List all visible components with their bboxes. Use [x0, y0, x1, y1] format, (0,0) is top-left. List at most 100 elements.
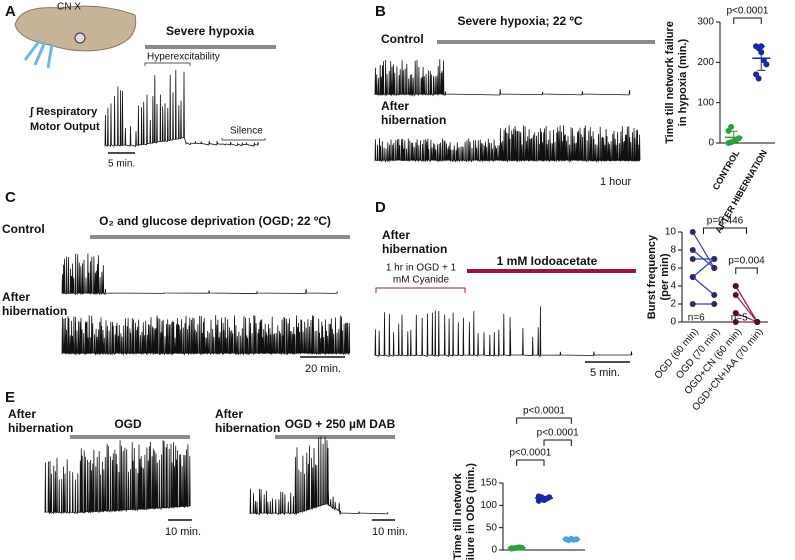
dot: [711, 265, 718, 271]
dot: [689, 247, 696, 253]
dot: [546, 494, 553, 501]
p-value: p=0.446: [707, 216, 744, 227]
dot: [689, 256, 696, 262]
trace-e2: [249, 436, 389, 516]
p-value: p<0.0001: [727, 6, 769, 17]
label: D: [375, 199, 386, 216]
dot: [728, 123, 735, 130]
label: hibernation: [2, 304, 67, 318]
label: E: [5, 389, 15, 406]
dot: [754, 319, 761, 325]
trace-a: [104, 69, 259, 147]
trace-e1: [44, 440, 191, 515]
dot: [735, 135, 742, 142]
y-tick-label: 4: [670, 281, 676, 292]
y-axis-label: Burst frequency: [646, 234, 658, 319]
label: 20 min.: [305, 363, 341, 375]
significance-bracket: [516, 417, 572, 424]
label: After: [381, 99, 409, 113]
error-bar: [512, 546, 521, 549]
p-value: p=0.004: [728, 256, 765, 267]
label: 1 mM Iodoacetate: [497, 254, 598, 268]
error-bar: [729, 130, 738, 144]
p-value: p<0.0001: [537, 428, 579, 439]
dot: [711, 301, 718, 307]
y-tick-label: 100: [697, 97, 714, 108]
nerve: [23, 39, 54, 69]
y-tick-label: 10: [665, 227, 677, 238]
label: hibernation: [215, 421, 280, 435]
label: Motor Output: [30, 121, 100, 133]
dot: [755, 75, 762, 82]
significance-bracket: [543, 439, 572, 446]
y-tick-label: 0: [708, 138, 714, 149]
bracket: [221, 138, 266, 141]
label: Control: [2, 222, 45, 236]
p-value: p<0.0001: [509, 448, 551, 459]
dot: [732, 283, 739, 289]
trace-b-after: [374, 125, 641, 163]
pair-line: [692, 231, 715, 269]
error-bar: [757, 45, 766, 71]
trace-c-control: [61, 253, 338, 296]
label: B: [375, 3, 386, 20]
label: After: [8, 407, 36, 421]
y-tick-label: 150: [480, 478, 497, 489]
significance-bracket: [703, 227, 747, 234]
n-label: n=6: [688, 313, 705, 324]
n-label: n=5: [731, 313, 748, 324]
dot: [763, 61, 770, 68]
trace-b-control: [374, 59, 631, 97]
label: C: [5, 189, 16, 206]
dot: [689, 301, 696, 307]
y-axis-label: in hypoxia (min.): [677, 38, 689, 126]
label: OGD + 250 µM DAB: [285, 417, 396, 431]
label: hibernation: [382, 242, 447, 256]
significance-bracket: [733, 17, 762, 24]
pair-line: [735, 285, 758, 323]
label: Severe hypoxia: [166, 24, 254, 38]
label: O₂ and glucose deprivation (OGD; 22 ºC): [99, 214, 331, 228]
significance-bracket: [516, 459, 545, 466]
trace-d: [374, 306, 633, 358]
label: Silence: [230, 126, 263, 137]
label: 5 min.: [108, 159, 135, 170]
label: mM Cyanide: [393, 275, 450, 286]
error-bar: [540, 495, 548, 501]
bracket: [375, 287, 466, 293]
label: CN X: [57, 2, 81, 13]
dot: [689, 274, 696, 280]
y-tick-label: 8: [670, 245, 676, 256]
label: A: [5, 3, 16, 20]
label: 10 min.: [165, 526, 201, 538]
label: OGD: [114, 417, 142, 431]
y-tick-label: 100: [480, 500, 497, 511]
significance-bracket: [735, 267, 758, 274]
brain-photo: [14, 5, 137, 69]
label: 1 hour: [600, 176, 632, 188]
brain-shape: [14, 5, 137, 52]
electrode: [74, 32, 86, 44]
y-tick-label: 0: [491, 545, 497, 556]
dot: [732, 319, 739, 325]
pair-line: [692, 258, 715, 278]
label: After: [215, 407, 243, 421]
dot: [732, 292, 739, 298]
label: After: [382, 228, 410, 242]
x-tick-label: CONTROL: [711, 148, 742, 192]
error-bar: [567, 538, 576, 541]
y-tick-label: 300: [697, 17, 714, 28]
pair-line: [735, 294, 758, 323]
dot: [711, 292, 718, 298]
label: 5 min.: [590, 367, 620, 379]
label: After: [2, 290, 30, 304]
dot: [711, 256, 718, 262]
label: hibernation: [381, 113, 446, 127]
bracket: [144, 62, 191, 66]
p-value: p<0.0001: [523, 406, 565, 417]
y-axis-label: (per min): [659, 253, 671, 300]
label: Severe hypoxia; 22 ºC: [457, 14, 582, 28]
dot: [689, 229, 696, 235]
y-tick-label: 6: [670, 263, 676, 274]
